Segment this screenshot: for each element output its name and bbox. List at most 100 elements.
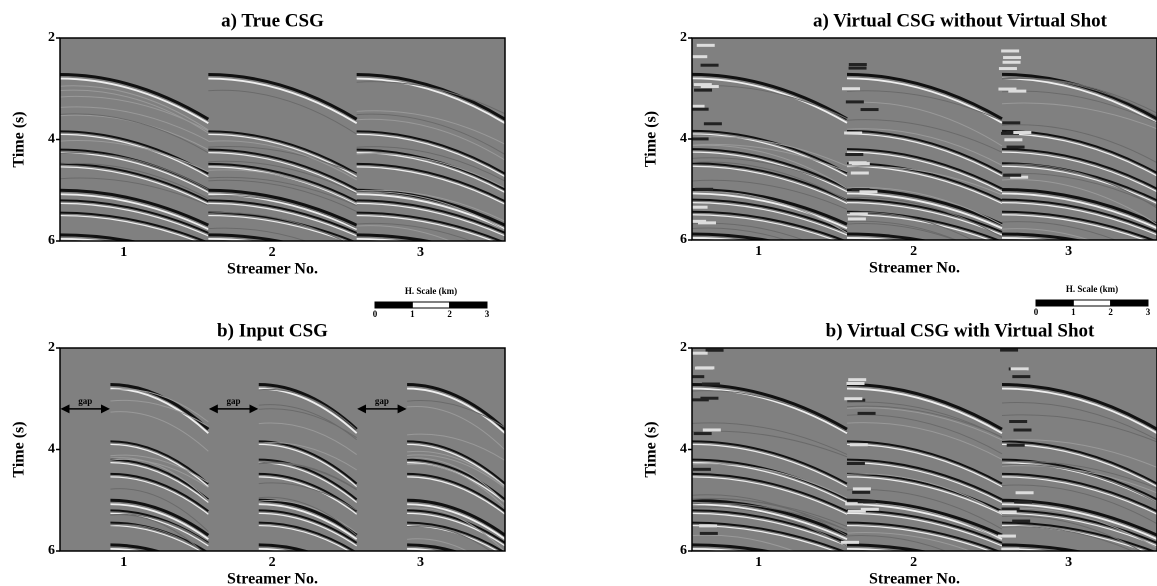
- faint-event: [60, 162, 209, 200]
- faint-event: [1001, 515, 1142, 551]
- x-axis-label: Streamer No.: [869, 260, 960, 277]
- faint-event: [60, 113, 209, 154]
- noise: [848, 63, 867, 67]
- reflector-dark: [356, 73, 505, 121]
- faint-event: [846, 165, 1003, 196]
- scale-title: H. Scale (km): [1066, 284, 1118, 294]
- faint-event: [407, 538, 468, 551]
- reflector-dark: [692, 232, 774, 240]
- reflector-light: [258, 524, 350, 551]
- faint-event: [1001, 507, 1157, 549]
- reflector-light: [692, 202, 848, 236]
- faint-event: [407, 463, 505, 509]
- reflector-light: [110, 462, 209, 503]
- reflector-dark: [1001, 198, 1157, 233]
- faint-event: [846, 401, 1003, 439]
- reflector-dark: [692, 458, 848, 501]
- noise: [1003, 173, 1022, 177]
- noise: [705, 348, 724, 352]
- x-tick-label: 2: [269, 245, 276, 260]
- faint-event: [1001, 124, 1157, 164]
- reflector-light: [846, 476, 1003, 515]
- reflector-light: [846, 524, 992, 551]
- x-tick-label: 3: [417, 245, 424, 260]
- faint-event: [110, 399, 209, 427]
- noise: [699, 531, 718, 535]
- faint-event: [692, 494, 848, 537]
- noise: [851, 188, 870, 192]
- x-tick-label: 1: [755, 555, 762, 570]
- reflector-light: [208, 202, 357, 237]
- scale-tick-label: 1: [410, 309, 415, 319]
- reflector-light: [1001, 548, 1053, 551]
- scale-tick-label: 1: [1071, 307, 1076, 317]
- faint-event: [1001, 460, 1157, 489]
- faint-event: [407, 400, 505, 429]
- noise: [697, 221, 716, 225]
- reflector-light: [208, 238, 257, 241]
- y-tick-label: 2: [680, 340, 687, 355]
- faint-event: [60, 85, 209, 131]
- faint-event: [846, 197, 1003, 238]
- scale-tick-label: 0: [373, 309, 378, 319]
- faint-event: [258, 462, 357, 491]
- faint-event: [1001, 102, 1157, 130]
- y-tick-label: 2: [680, 30, 687, 45]
- background: [692, 38, 1157, 240]
- reflector-light: [1001, 503, 1157, 540]
- reflector-light: [692, 192, 848, 230]
- reflector-dark: [60, 162, 209, 203]
- noise: [998, 67, 1017, 71]
- noise: [851, 162, 870, 166]
- reflector-light: [846, 192, 1003, 230]
- noise: [1001, 547, 1020, 551]
- faint-event: [846, 90, 1003, 122]
- faint-event: [1001, 414, 1157, 443]
- faint-event: [110, 411, 209, 452]
- scale-segment: [449, 301, 488, 309]
- noise: [1000, 348, 1019, 352]
- faint-event: [356, 146, 505, 182]
- reflector-light: [356, 238, 406, 241]
- reflector-light: [1001, 192, 1157, 230]
- reflector-light: [258, 503, 358, 540]
- y-tick-label: 2: [48, 340, 55, 355]
- background: [60, 38, 505, 241]
- reflector-light: [60, 193, 209, 230]
- faint-event: [407, 457, 505, 504]
- reflector-light: [846, 151, 1003, 193]
- faint-event: [258, 388, 358, 431]
- faint-event: [692, 506, 848, 547]
- y-tick-label: 4: [48, 442, 55, 457]
- faint-event: [1001, 221, 1117, 240]
- faint-event: [692, 422, 848, 455]
- noise: [842, 87, 861, 91]
- reflector-dark: [692, 162, 848, 202]
- noise: [692, 398, 709, 402]
- reflector-light: [258, 443, 358, 488]
- y-tick-label: 6: [680, 232, 687, 247]
- noise: [692, 205, 708, 209]
- reflector-light: [692, 214, 837, 240]
- seismic-image: [60, 348, 505, 551]
- faint-event: [1001, 402, 1157, 441]
- noise: [1001, 131, 1020, 135]
- scale-tick-label: 0: [1034, 307, 1039, 317]
- reflector-light: [60, 77, 209, 124]
- reflector-dark: [60, 73, 210, 121]
- y-axis-label: Time (s): [643, 111, 660, 167]
- faint-event: [208, 89, 357, 135]
- reflector-light: [692, 151, 848, 193]
- noise: [847, 509, 866, 513]
- reflector-light: [110, 503, 209, 540]
- y-axis-label: Time (s): [643, 421, 660, 477]
- noise: [845, 153, 864, 157]
- reflector-light: [692, 237, 743, 240]
- reflector-dark: [1001, 440, 1157, 485]
- y-tick-label: 2: [48, 30, 55, 45]
- faint-event: [258, 404, 357, 441]
- faint-event: [258, 496, 357, 536]
- reflector-light: [1001, 202, 1157, 236]
- reflector-dark: [208, 73, 358, 121]
